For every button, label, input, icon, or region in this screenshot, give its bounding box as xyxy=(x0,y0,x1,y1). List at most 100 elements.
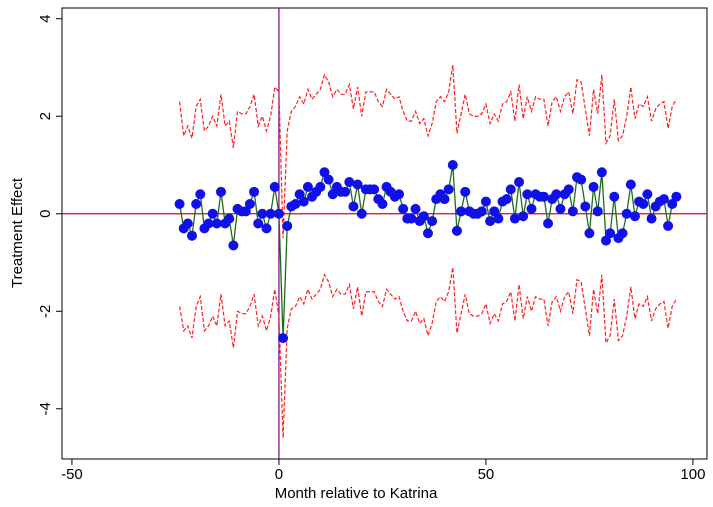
point-marker xyxy=(228,240,239,251)
point-marker xyxy=(203,218,214,229)
point-marker xyxy=(191,199,202,210)
point-marker xyxy=(567,206,578,217)
point-marker xyxy=(344,177,355,188)
y-tick-label: 0 xyxy=(37,210,54,218)
point-marker xyxy=(261,223,272,234)
point-marker xyxy=(327,189,338,200)
point-marker xyxy=(215,186,226,197)
y-tick-label: 2 xyxy=(37,112,54,120)
point-marker xyxy=(447,159,458,170)
point-marker xyxy=(439,194,450,205)
point-marker xyxy=(518,211,529,222)
point-marker xyxy=(580,201,591,212)
point-marker xyxy=(319,167,330,178)
point-marker xyxy=(592,206,603,217)
x-tick-label: 100 xyxy=(680,466,705,483)
ci-line xyxy=(178,267,677,439)
point-marker xyxy=(422,228,433,239)
point-marker xyxy=(600,235,611,246)
point-marker xyxy=(315,181,326,192)
x-tick-label: 0 xyxy=(275,466,283,483)
point-marker xyxy=(398,203,409,214)
point-marker xyxy=(269,181,280,192)
point-marker xyxy=(323,174,334,185)
point-marker xyxy=(443,184,454,195)
point-marker xyxy=(278,333,289,344)
point-marker xyxy=(526,203,537,214)
point-marker xyxy=(356,208,367,219)
point-marker xyxy=(605,228,616,239)
point-marker xyxy=(410,203,421,214)
point-marker xyxy=(609,191,620,202)
point-marker xyxy=(493,213,504,224)
point-marker xyxy=(224,213,235,224)
point-marker xyxy=(485,216,496,227)
point-marker xyxy=(290,199,301,210)
point-marker xyxy=(182,218,193,229)
point-marker xyxy=(369,184,380,195)
y-axis-label: Treatment Effect xyxy=(9,177,26,288)
x-axis-label: Month relative to Katrina xyxy=(275,485,438,502)
point-marker xyxy=(476,206,487,217)
point-marker xyxy=(551,189,562,200)
point-marker xyxy=(514,177,525,188)
point-marker xyxy=(294,189,305,200)
point-marker xyxy=(377,199,388,210)
plot-frame xyxy=(61,7,708,460)
point-marker xyxy=(489,206,500,217)
point-marker xyxy=(427,216,438,227)
point-marker xyxy=(480,196,491,207)
point-marker xyxy=(418,211,429,222)
point-marker xyxy=(265,208,276,219)
point-marker xyxy=(663,220,674,231)
point-marker xyxy=(588,181,599,192)
point-marker xyxy=(501,194,512,205)
point-marker xyxy=(658,194,669,205)
point-marker xyxy=(273,208,284,219)
y-tick-label: 4 xyxy=(37,15,54,23)
point-marker xyxy=(211,218,222,229)
point-marker xyxy=(282,220,293,231)
point-marker xyxy=(596,167,607,178)
point-marker xyxy=(340,186,351,197)
point-marker xyxy=(555,203,566,214)
point-marker xyxy=(352,179,363,190)
point-marker xyxy=(509,213,520,224)
x-tick-label: 50 xyxy=(478,466,495,483)
point-marker xyxy=(460,186,471,197)
point-marker xyxy=(406,213,417,224)
point-marker xyxy=(505,184,516,195)
point-marker xyxy=(240,206,251,217)
point-marker xyxy=(584,228,595,239)
point-marker xyxy=(302,181,313,192)
point-marker xyxy=(249,186,260,197)
point-marker xyxy=(186,230,197,241)
point-marker xyxy=(617,228,628,239)
point-marker xyxy=(621,208,632,219)
point-marker xyxy=(522,189,533,200)
point-marker xyxy=(543,218,554,229)
y-tick-label: -2 xyxy=(37,305,54,318)
point-marker xyxy=(257,208,268,219)
point-marker xyxy=(638,199,649,210)
y-tick-label: -4 xyxy=(37,402,54,415)
point-marker xyxy=(195,189,206,200)
point-marker xyxy=(456,206,467,217)
point-marker xyxy=(244,199,255,210)
point-marker xyxy=(671,191,682,202)
x-tick-label: -50 xyxy=(61,466,83,483)
point-marker xyxy=(393,189,404,200)
point-marker xyxy=(174,199,185,210)
point-marker xyxy=(642,189,653,200)
point-marker xyxy=(253,218,264,229)
point-marker xyxy=(646,213,657,224)
point-marker xyxy=(629,211,640,222)
point-marker xyxy=(348,201,359,212)
point-marker xyxy=(667,199,678,210)
point-marker xyxy=(538,191,549,202)
point-marker xyxy=(563,184,574,195)
point-marker xyxy=(207,208,218,219)
point-marker xyxy=(576,174,587,185)
point-marker xyxy=(625,179,636,190)
